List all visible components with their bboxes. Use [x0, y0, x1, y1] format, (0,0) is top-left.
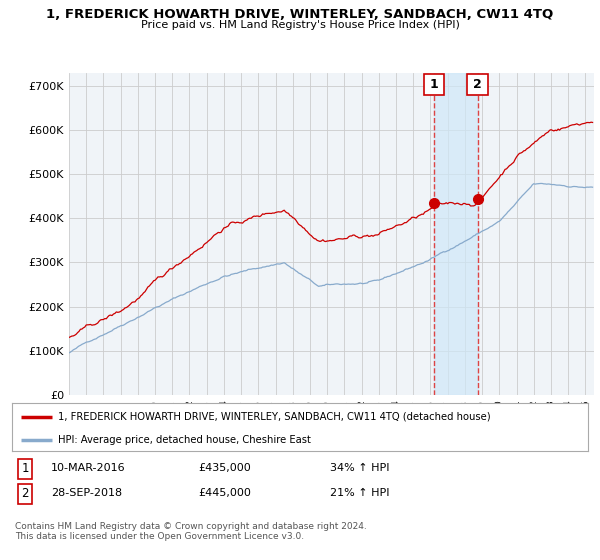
- Text: 2: 2: [473, 78, 482, 91]
- Text: HPI: Average price, detached house, Cheshire East: HPI: Average price, detached house, Ches…: [58, 435, 311, 445]
- Text: 21% ↑ HPI: 21% ↑ HPI: [330, 488, 389, 498]
- Text: £435,000: £435,000: [198, 463, 251, 473]
- Text: Price paid vs. HM Land Registry's House Price Index (HPI): Price paid vs. HM Land Registry's House …: [140, 20, 460, 30]
- Bar: [434, 73, 478, 395]
- Text: £445,000: £445,000: [198, 488, 251, 498]
- Text: 1: 1: [430, 78, 438, 91]
- Text: 1, FREDERICK HOWARTH DRIVE, WINTERLEY, SANDBACH, CW11 4TQ (detached house): 1, FREDERICK HOWARTH DRIVE, WINTERLEY, S…: [58, 412, 491, 422]
- Text: 1, FREDERICK HOWARTH DRIVE, WINTERLEY, SANDBACH, CW11 4TQ: 1, FREDERICK HOWARTH DRIVE, WINTERLEY, S…: [46, 8, 554, 21]
- Text: 2: 2: [22, 487, 29, 501]
- Text: 1: 1: [22, 462, 29, 475]
- Text: 28-SEP-2018: 28-SEP-2018: [51, 488, 122, 498]
- Text: Contains HM Land Registry data © Crown copyright and database right 2024.
This d: Contains HM Land Registry data © Crown c…: [15, 522, 367, 542]
- Text: 10-MAR-2016: 10-MAR-2016: [51, 463, 125, 473]
- Text: 34% ↑ HPI: 34% ↑ HPI: [330, 463, 389, 473]
